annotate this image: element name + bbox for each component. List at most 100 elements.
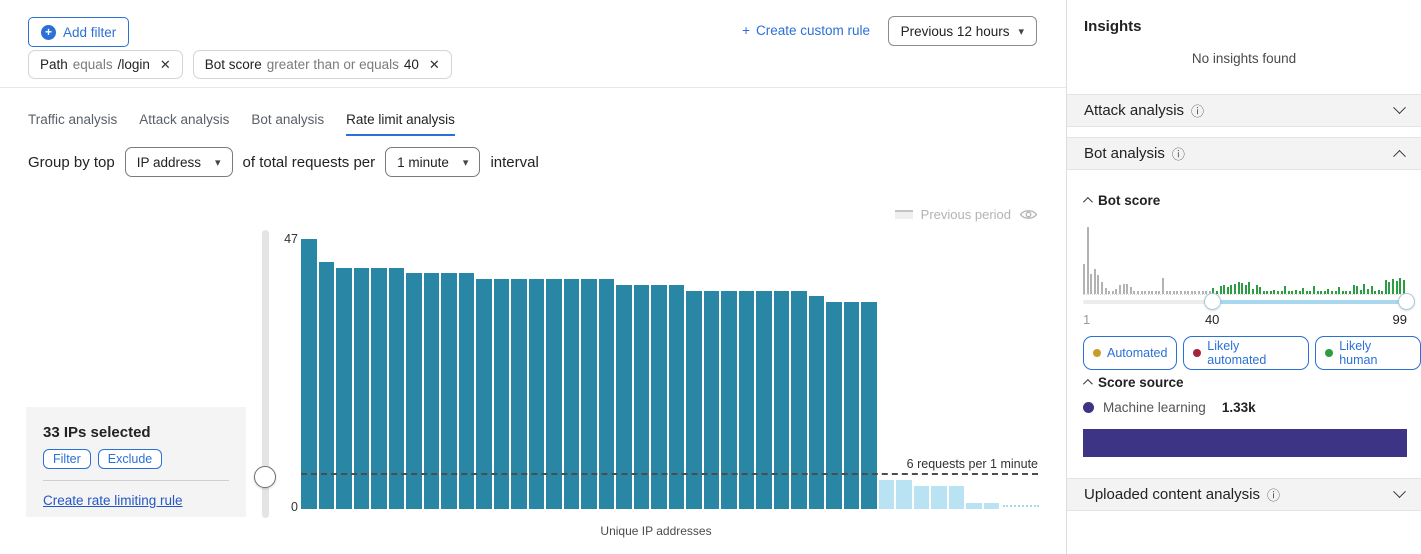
bot-score-bucket xyxy=(1402,280,1405,294)
ip-bar[interactable] xyxy=(371,267,387,509)
tab-bot-analysis[interactable]: Bot analysis xyxy=(251,112,325,127)
filter-chip-bot-score[interactable]: Bot score greater than or equals 40 ✕ xyxy=(192,50,452,79)
bot-score-bucket xyxy=(1226,287,1229,294)
create-custom-rule-link[interactable]: + Create custom rule xyxy=(742,23,870,38)
ip-bar[interactable] xyxy=(721,290,737,509)
threshold-slider-handle[interactable] xyxy=(254,466,276,488)
dimension-value: IP address xyxy=(136,154,202,170)
slider-handle-min[interactable] xyxy=(1203,293,1221,310)
bot-score-bucket xyxy=(1140,291,1143,294)
ip-bar[interactable] xyxy=(826,302,842,509)
score-source-subheader[interactable]: Score source xyxy=(1082,375,1184,390)
ip-bar[interactable] xyxy=(318,261,334,509)
close-icon[interactable]: ✕ xyxy=(428,56,440,72)
bot-score-bucket xyxy=(1248,282,1251,294)
ip-bar[interactable] xyxy=(686,290,702,509)
ip-bar[interactable] xyxy=(948,486,964,509)
ip-bar[interactable] xyxy=(546,279,562,509)
ip-bar[interactable] xyxy=(581,279,597,509)
group-by-prefix: Group by top xyxy=(28,153,115,171)
legend-chip-automated[interactable]: Automated xyxy=(1083,336,1178,370)
trailing-bars-dotted xyxy=(1003,505,1039,507)
filter-button[interactable]: Filter xyxy=(43,449,91,469)
info-icon[interactable]: ⓘ xyxy=(1171,147,1185,162)
bot-score-bucket xyxy=(1100,282,1103,294)
interval-select[interactable]: 1 minute ▾ xyxy=(385,147,481,177)
bot-score-bucket xyxy=(1129,287,1132,294)
bot-score-bucket xyxy=(1083,264,1085,294)
info-icon[interactable]: ⓘ xyxy=(1191,104,1205,119)
bot-score-bucket xyxy=(1115,289,1118,294)
group-by-middle: of total requests per xyxy=(242,153,376,171)
ip-bar[interactable] xyxy=(896,480,912,509)
ip-bar[interactable] xyxy=(633,284,649,509)
bot-score-bucket xyxy=(1316,291,1319,294)
add-filter-button[interactable]: + Add filter xyxy=(28,17,130,47)
bot-score-bucket xyxy=(1295,290,1298,294)
ip-bar[interactable] xyxy=(493,279,509,509)
score-source-bar[interactable] xyxy=(1083,429,1407,457)
ip-bar[interactable] xyxy=(703,290,719,509)
header-divider xyxy=(0,87,1066,88)
ip-bar[interactable] xyxy=(983,503,999,509)
tab-traffic-analysis[interactable]: Traffic analysis xyxy=(28,112,118,127)
info-icon[interactable]: ⓘ xyxy=(1266,488,1280,503)
ip-bar[interactable] xyxy=(301,239,317,509)
ip-bar[interactable] xyxy=(406,273,422,509)
time-range-dropdown[interactable]: Previous 12 hours ▾ xyxy=(887,16,1037,46)
ip-bar[interactable] xyxy=(616,284,632,509)
bot-score-subheader[interactable]: Bot score xyxy=(1082,193,1160,208)
close-icon[interactable]: ✕ xyxy=(159,56,171,72)
bot-score-bucket xyxy=(1215,291,1218,294)
ip-bar[interactable] xyxy=(563,279,579,509)
bot-score-bucket xyxy=(1136,291,1139,294)
ip-bar[interactable] xyxy=(966,503,982,509)
dimension-select[interactable]: IP address ▾ xyxy=(124,147,233,177)
ip-bar[interactable] xyxy=(808,296,824,509)
ip-bar[interactable] xyxy=(738,290,754,509)
ip-bar[interactable] xyxy=(668,284,684,509)
filter-chip-path[interactable]: Path equals /login ✕ xyxy=(28,50,183,79)
bot-score-bucket xyxy=(1327,289,1330,294)
filter-field: Path xyxy=(40,57,68,72)
ip-bar[interactable] xyxy=(353,267,369,509)
ip-bar[interactable] xyxy=(878,480,894,509)
ip-bar[interactable] xyxy=(388,267,404,509)
ip-bar[interactable] xyxy=(651,284,667,509)
section-bot-analysis[interactable]: Bot analysis ⓘ xyxy=(1067,137,1421,170)
no-insights-message: No insights found xyxy=(1191,51,1297,66)
ip-bar[interactable] xyxy=(511,279,527,509)
ip-bar[interactable] xyxy=(336,267,352,509)
threshold-slider-track[interactable] xyxy=(262,230,269,518)
ip-bar[interactable] xyxy=(931,486,947,509)
automated-dot-icon xyxy=(1093,349,1101,357)
ip-bar[interactable] xyxy=(773,290,789,509)
ip-bar[interactable] xyxy=(458,273,474,509)
ip-bar[interactable] xyxy=(843,302,859,509)
eye-icon[interactable] xyxy=(1019,208,1038,221)
exclude-button[interactable]: Exclude xyxy=(97,449,163,469)
bot-score-bucket xyxy=(1205,291,1208,294)
ip-bar[interactable] xyxy=(476,279,492,509)
tab-rate-limit-analysis[interactable]: Rate limit analysis xyxy=(346,112,455,136)
section-attack-analysis[interactable]: Attack analysis ⓘ xyxy=(1067,94,1421,127)
bot-score-bucket xyxy=(1133,291,1136,294)
ip-bar[interactable] xyxy=(861,302,877,509)
ip-bar[interactable] xyxy=(423,273,439,509)
bot-score-legend: Automated Likely automated Likely human xyxy=(1083,336,1421,370)
slider-handle-max[interactable] xyxy=(1398,293,1415,310)
section-uploaded-content-analysis[interactable]: Uploaded content analysis ⓘ xyxy=(1067,478,1421,511)
create-rate-limiting-rule-link[interactable]: Create rate limiting rule xyxy=(43,493,183,508)
ip-bar[interactable] xyxy=(598,279,614,509)
bot-score-bucket xyxy=(1313,286,1315,294)
ip-bar[interactable] xyxy=(441,273,457,509)
main-panel: + Add filter Path equals /login ✕ Bot sc… xyxy=(0,16,1066,538)
legend-chip-likely-automated[interactable]: Likely automated xyxy=(1183,336,1310,370)
ip-bar[interactable] xyxy=(913,486,929,509)
tab-attack-analysis[interactable]: Attack analysis xyxy=(139,112,230,127)
legend-chip-likely-human[interactable]: Likely human xyxy=(1315,336,1421,370)
ip-bar[interactable] xyxy=(791,290,807,509)
ip-bar[interactable] xyxy=(528,279,544,509)
bot-score-bucket xyxy=(1374,291,1377,294)
ip-bar[interactable] xyxy=(756,290,772,509)
